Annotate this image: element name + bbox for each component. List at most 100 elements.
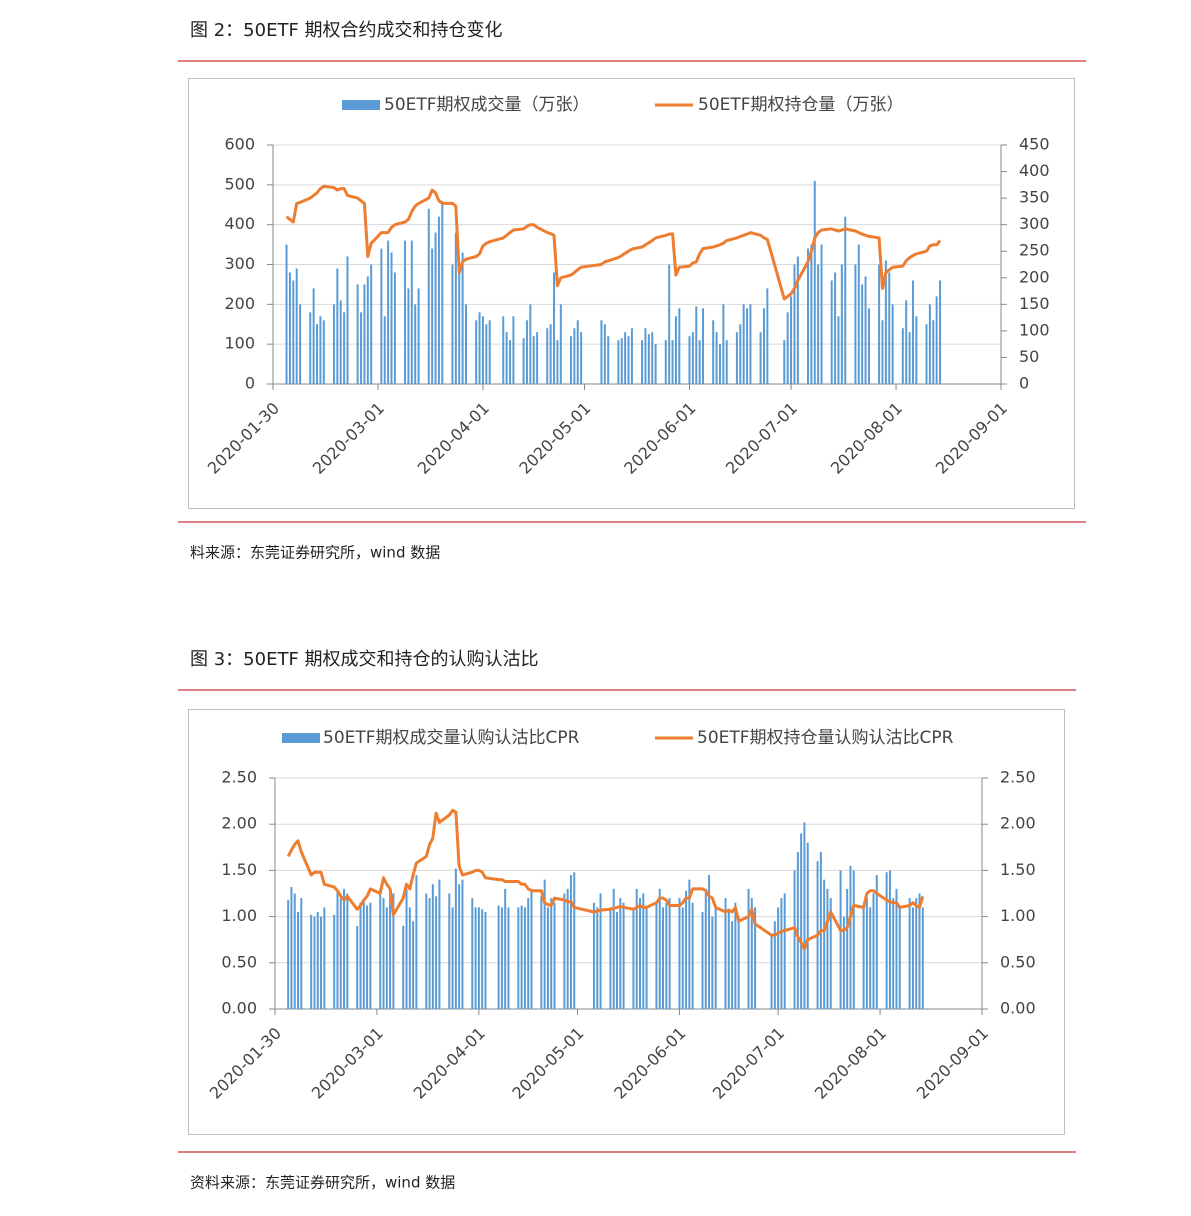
bar bbox=[382, 898, 385, 1009]
bar bbox=[573, 328, 576, 384]
y-tick-label: 1.50 bbox=[221, 860, 257, 879]
bar bbox=[834, 272, 837, 384]
bar bbox=[651, 332, 654, 384]
bar bbox=[678, 308, 681, 384]
bar bbox=[404, 240, 407, 384]
bar bbox=[826, 888, 829, 1009]
legend-label: 50ETF期权成交量认购认沽比CPR bbox=[323, 728, 580, 748]
bar bbox=[339, 300, 342, 384]
bar bbox=[408, 907, 411, 1009]
bar bbox=[363, 284, 366, 384]
bar bbox=[550, 898, 553, 1009]
x-tick-label: 2020-06-01 bbox=[620, 399, 699, 478]
bar bbox=[431, 248, 434, 384]
chart-frame bbox=[188, 709, 1065, 1135]
y2-tick-label: 50 bbox=[1019, 347, 1039, 366]
bar bbox=[512, 316, 515, 384]
bar bbox=[823, 879, 826, 1009]
bar bbox=[393, 272, 396, 384]
bar bbox=[624, 332, 627, 384]
bar bbox=[343, 312, 346, 384]
bar bbox=[627, 336, 630, 384]
legend-swatch bbox=[342, 100, 380, 110]
bar bbox=[370, 264, 373, 384]
bar bbox=[864, 276, 867, 384]
bar bbox=[339, 898, 342, 1009]
bar bbox=[310, 914, 313, 1009]
bar bbox=[921, 907, 924, 1009]
bar bbox=[839, 870, 842, 1009]
bar bbox=[806, 842, 809, 1009]
bar bbox=[925, 324, 928, 384]
bar bbox=[412, 921, 415, 1009]
bar bbox=[553, 272, 556, 384]
bar bbox=[718, 344, 721, 384]
bar bbox=[762, 308, 765, 384]
bar bbox=[427, 208, 430, 384]
bar bbox=[569, 875, 572, 1009]
bar bbox=[695, 306, 698, 384]
bar bbox=[790, 296, 793, 384]
y2-tick-label: 150 bbox=[1019, 294, 1050, 313]
bar bbox=[549, 324, 552, 384]
bar bbox=[747, 888, 750, 1009]
y2-tick-label: 2.50 bbox=[1000, 768, 1036, 787]
bar bbox=[287, 899, 290, 1009]
bar bbox=[691, 332, 694, 384]
x-tick-label: 2020-09-01 bbox=[913, 1024, 992, 1103]
y2-tick-label: 1.00 bbox=[1000, 906, 1036, 925]
x-tick-label: 2020-07-01 bbox=[722, 399, 801, 478]
source-note: 料来源：东莞证券研究所，wind 数据 bbox=[190, 544, 440, 562]
bar bbox=[793, 870, 796, 1009]
bar bbox=[817, 264, 820, 384]
bar bbox=[525, 320, 528, 384]
bar bbox=[316, 324, 319, 384]
bar bbox=[369, 902, 372, 1009]
bar bbox=[573, 872, 576, 1009]
bar bbox=[504, 888, 507, 1009]
bar bbox=[448, 893, 451, 1009]
bar bbox=[905, 300, 908, 384]
bar bbox=[366, 905, 369, 1009]
bar bbox=[750, 898, 753, 1009]
bar bbox=[837, 316, 840, 384]
bar bbox=[438, 879, 441, 1009]
bar bbox=[346, 256, 349, 384]
bar bbox=[813, 180, 816, 384]
bar bbox=[546, 907, 549, 1009]
bar bbox=[461, 879, 464, 1009]
bar bbox=[632, 907, 635, 1009]
y2-tick-label: 1.50 bbox=[1000, 860, 1036, 879]
bar bbox=[527, 898, 530, 1009]
y2-tick-label: 250 bbox=[1019, 241, 1050, 260]
bar bbox=[644, 328, 647, 384]
bar bbox=[737, 916, 740, 1009]
bar bbox=[431, 884, 434, 1009]
y-tick-label: 200 bbox=[224, 294, 255, 313]
source-note: 资料来源：东莞证券研究所，wind 数据 bbox=[190, 1174, 455, 1192]
bar bbox=[366, 276, 369, 384]
bar bbox=[383, 316, 386, 384]
bar bbox=[645, 907, 648, 1009]
y2-tick-label: 350 bbox=[1019, 188, 1050, 207]
bar bbox=[908, 898, 911, 1009]
bar bbox=[881, 320, 884, 384]
bar bbox=[293, 893, 296, 1009]
bar bbox=[389, 888, 392, 1009]
bar bbox=[746, 308, 749, 384]
bar bbox=[425, 893, 428, 1009]
bar bbox=[711, 916, 714, 1009]
bar bbox=[918, 893, 921, 1009]
bar bbox=[559, 304, 562, 384]
bar bbox=[295, 268, 298, 384]
bar bbox=[362, 899, 365, 1009]
bar bbox=[530, 888, 533, 1009]
y2-tick-label: 2.00 bbox=[1000, 814, 1036, 833]
bar bbox=[569, 336, 572, 384]
bar bbox=[617, 340, 620, 384]
bar bbox=[668, 898, 671, 1009]
bar bbox=[300, 898, 303, 1009]
bar bbox=[385, 907, 388, 1009]
bar bbox=[830, 280, 833, 384]
